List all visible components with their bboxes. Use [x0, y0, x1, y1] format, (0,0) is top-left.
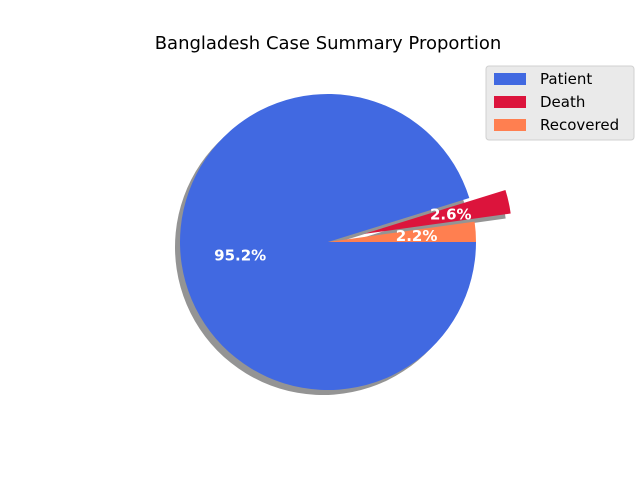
legend-label-death: Death: [540, 93, 585, 111]
legend-swatch-recovered: [494, 119, 526, 131]
legend-swatch-patient: [494, 73, 526, 85]
pie-slices: [180, 94, 511, 391]
pie-slice-death: [364, 189, 511, 234]
pie-slice-patient: [180, 94, 477, 391]
legend: Patient Death Recovered: [485, 65, 635, 141]
legend-label-patient: Patient: [540, 70, 592, 88]
legend-label-recovered: Recovered: [540, 116, 619, 134]
pct-label-patient: 95.2%: [214, 246, 266, 264]
chart-title: Bangladesh Case Summary Proportion: [155, 33, 502, 54]
legend-swatch-death: [494, 96, 526, 108]
pie-labels: 95.2% 2.6% 2.2%: [214, 206, 471, 265]
pct-label-death: 2.6%: [430, 206, 472, 224]
legend-items: Patient Death Recovered: [494, 70, 619, 134]
pct-label-recovered: 2.2%: [396, 227, 438, 245]
pie-slice-recovered: [328, 221, 476, 242]
